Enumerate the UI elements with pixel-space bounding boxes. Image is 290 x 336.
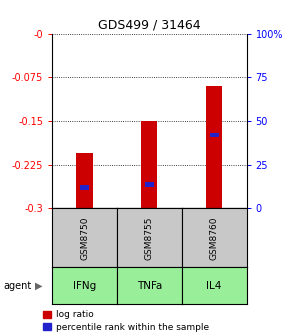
Bar (206, 86, 222, 208)
Text: IFNg: IFNg (73, 281, 96, 291)
Text: GSM8760: GSM8760 (210, 217, 219, 260)
Legend: log ratio, percentile rank within the sample: log ratio, percentile rank within the sa… (42, 309, 210, 333)
Bar (80, 185, 89, 190)
Text: GSM8755: GSM8755 (145, 217, 154, 260)
Text: IL4: IL4 (206, 281, 222, 291)
Bar (145, 182, 154, 187)
Bar (77, 153, 93, 208)
Title: GDS499 / 31464: GDS499 / 31464 (98, 18, 201, 31)
Text: GSM8750: GSM8750 (80, 217, 89, 260)
Bar (141, 121, 157, 208)
Bar (210, 133, 219, 137)
Text: TNFa: TNFa (137, 281, 162, 291)
Text: ▶: ▶ (35, 281, 43, 291)
Text: agent: agent (3, 281, 31, 291)
